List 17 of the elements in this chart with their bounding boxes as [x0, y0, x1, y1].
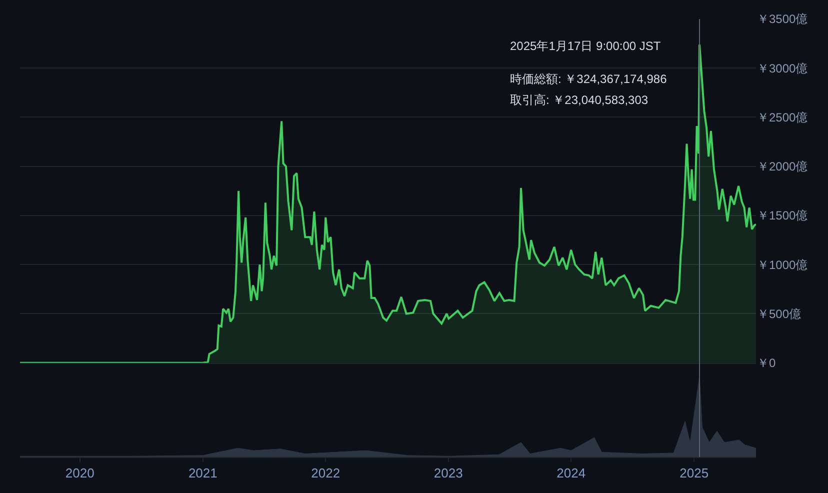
y-tick-label: ￥1000億: [757, 258, 808, 272]
x-tick-label: 2022: [311, 466, 340, 481]
y-tick-label: ￥2500億: [757, 110, 808, 124]
y-tick-label: ￥1500億: [757, 208, 808, 223]
x-tick-label: 2021: [188, 466, 218, 481]
y-tick-label: ￥2000億: [757, 160, 808, 174]
y-tick-label: ￥3000億: [757, 61, 808, 76]
annotation: 2025年1月17日 9:00:00 JST: [510, 39, 662, 53]
x-tick-label: 2020: [65, 466, 94, 481]
annotation: 時価総額: ￥324,367,174,986: [510, 72, 668, 86]
y-tick-label: ￥3500億: [757, 12, 808, 26]
y-tick-label: ￥500億: [757, 306, 802, 321]
x-tick-label: 2025: [680, 466, 709, 481]
x-tick-label: 2023: [434, 466, 463, 481]
annotation: 取引高: ￥23,040,583,303: [510, 93, 648, 107]
x-tick-label: 2024: [556, 466, 586, 481]
y-tick-label: ￥0: [757, 356, 776, 370]
